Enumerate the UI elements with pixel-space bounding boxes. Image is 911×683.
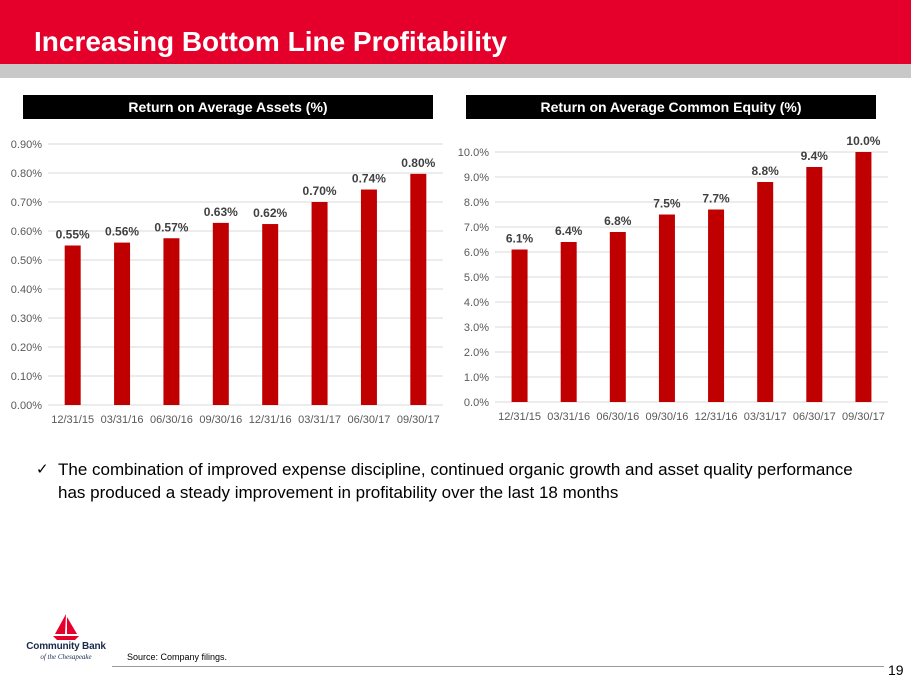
data-label: 0.56%	[105, 225, 139, 239]
company-logo: Community Bank of the Chesapeake	[26, 612, 106, 664]
source-note: Source: Company filings.	[127, 652, 228, 662]
bar	[511, 249, 528, 402]
bar	[855, 152, 872, 402]
bar	[163, 238, 180, 405]
y-tick-label: 0.0%	[464, 397, 489, 409]
checkmark-icon: ✓	[36, 461, 49, 478]
bar	[64, 245, 81, 405]
y-tick-label: 0.10%	[11, 371, 42, 383]
y-tick-label: 0.20%	[11, 342, 42, 354]
summary-bullet: ✓ The combination of improved expense di…	[36, 458, 876, 504]
y-tick-label: 8.0%	[464, 197, 489, 209]
y-tick-label: 1.0%	[464, 372, 489, 384]
y-tick-label: 10.0%	[458, 147, 489, 159]
bar	[806, 167, 823, 402]
data-label: 6.1%	[506, 232, 534, 246]
bar	[609, 232, 626, 402]
x-tick-label: 12/31/15	[51, 414, 94, 426]
bar	[708, 209, 725, 402]
y-tick-label: 6.0%	[464, 247, 489, 259]
data-label: 0.63%	[204, 205, 238, 219]
logo-subtitle: of the Chesapeake	[40, 653, 92, 661]
data-label: 0.80%	[401, 156, 435, 170]
y-tick-label: 4.0%	[464, 297, 489, 309]
y-tick-label: 0.90%	[11, 139, 42, 151]
data-label: 7.5%	[653, 197, 681, 211]
bar	[114, 242, 131, 405]
x-tick-label: 09/30/16	[646, 411, 689, 423]
y-tick-label: 0.50%	[11, 255, 42, 267]
bar	[658, 214, 675, 402]
bar	[212, 222, 229, 405]
header-band	[0, 0, 911, 64]
bar	[360, 189, 377, 405]
footer-divider	[112, 666, 884, 667]
y-tick-label: 0.70%	[11, 197, 42, 209]
logo-name: Community Bank	[26, 641, 106, 652]
y-tick-label: 0.40%	[11, 284, 42, 296]
data-label: 9.4%	[801, 149, 829, 163]
roaa-bar-chart: 0.00% 0.10% 0.20% 0.30% 0.40% 0.50% 0.60% 0.70%…	[11, 139, 443, 426]
sailboat-logo-icon	[53, 614, 79, 640]
y-tick-label: 0.30%	[11, 313, 42, 325]
data-label: 6.4%	[555, 224, 583, 238]
y-tick-label: 7.0%	[464, 222, 489, 234]
x-tick-label: 03/31/16	[547, 411, 590, 423]
x-tick-label: 03/31/16	[101, 414, 144, 426]
roace-bar-chart: 0.0% 1.0% 2.0% 3.0% 4.0% 5.0% 6.0% 7.0% 8.0% 9.0%…	[458, 134, 888, 423]
data-label: 7.7%	[702, 192, 730, 206]
bar	[262, 224, 279, 405]
y-tick-label: 0.80%	[11, 168, 42, 180]
data-label: 0.57%	[154, 220, 188, 234]
x-tick-label: 12/31/15	[498, 411, 541, 423]
x-tick-label: 06/30/17	[793, 411, 836, 423]
bar	[560, 242, 577, 402]
header-underband	[0, 64, 911, 78]
data-label: 0.62%	[253, 206, 287, 220]
x-tick-label: 06/30/16	[150, 414, 193, 426]
page-title: Increasing Bottom Line Profitability	[34, 26, 507, 57]
y-tick-label: 3.0%	[464, 322, 489, 334]
x-tick-label: 09/30/17	[397, 414, 440, 426]
x-tick-label: 12/31/16	[695, 411, 738, 423]
summary-text: The combination of improved expense disc…	[58, 460, 853, 502]
bar	[410, 173, 427, 405]
data-label: 8.8%	[752, 164, 780, 178]
data-label: 0.70%	[303, 184, 337, 198]
chart-title-roaa: Return on Average Assets (%)	[23, 95, 433, 119]
y-tick-label: 9.0%	[464, 172, 489, 184]
data-label: 0.74%	[352, 172, 386, 186]
x-tick-label: 09/30/17	[842, 411, 885, 423]
data-label: 6.8%	[604, 214, 632, 228]
x-tick-label: 06/30/17	[348, 414, 391, 426]
bar	[757, 182, 774, 402]
chart-title-roace: Return on Average Common Equity (%)	[466, 95, 876, 119]
bar	[311, 202, 328, 405]
y-tick-label: 2.0%	[464, 347, 489, 359]
x-tick-label: 06/30/16	[596, 411, 639, 423]
data-label: 10.0%	[846, 134, 880, 148]
y-tick-label: 0.60%	[11, 226, 42, 238]
data-label: 0.55%	[56, 228, 90, 242]
x-tick-label: 09/30/16	[199, 414, 242, 426]
y-tick-label: 0.00%	[11, 400, 42, 412]
x-tick-label: 03/31/17	[298, 414, 341, 426]
x-tick-label: 12/31/16	[249, 414, 292, 426]
page-number: 19	[888, 662, 904, 678]
x-tick-label: 03/31/17	[744, 411, 787, 423]
y-tick-label: 5.0%	[464, 272, 489, 284]
